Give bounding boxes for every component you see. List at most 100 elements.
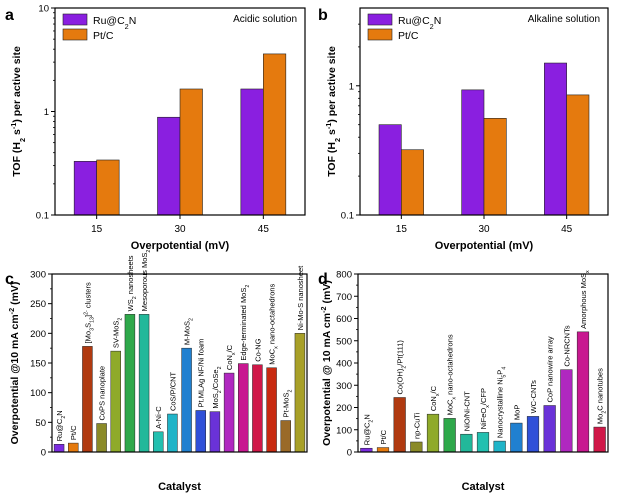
bar-label: Mo2C nanotubes <box>596 368 608 424</box>
bar-d-1 <box>376 447 390 453</box>
bar-label: CoP nanowire array <box>546 336 555 402</box>
legend-label-part: Pt/C <box>93 30 114 42</box>
bar-c-14 <box>252 364 263 453</box>
bar-label-part: x <box>585 270 591 273</box>
bar-a-0-0 <box>73 161 97 216</box>
bar-label-part: M-MoS <box>183 321 192 345</box>
bar-d-6 <box>460 433 473 453</box>
bar-label: [Mo3S13]2- clusters <box>83 282 95 343</box>
bar-d-9 <box>510 422 523 453</box>
bar-d-5 <box>443 418 456 453</box>
bar-d-14 <box>593 426 606 453</box>
panel-letter: b <box>318 7 328 24</box>
y-axis-label-part: Overpotential @10 mA cm <box>9 314 21 444</box>
bar-label-part: Co-NG <box>253 338 262 362</box>
bar-label: NiO/Ni-CNT <box>462 391 471 431</box>
y-axis-label-part: ) per active site <box>11 46 23 123</box>
bar-b-1-1 <box>483 118 507 216</box>
y-axis-label: Overpotential @10 mA cm-2 (mV) <box>7 282 22 445</box>
y-axis-label: TOF (H2 s-1) per active site <box>324 46 342 177</box>
bar-label-part: MoP <box>512 405 521 420</box>
bar-c-6 <box>138 314 150 453</box>
bar-label-part: 2 <box>602 411 608 414</box>
bar-c-16 <box>280 420 291 453</box>
bar-label-part: Co-NRCNTs <box>562 325 571 367</box>
bar-c-11 <box>209 411 221 453</box>
bar-c-2 <box>82 346 93 453</box>
y-tick-label: 1 <box>44 107 49 118</box>
bar-label: CoPS nanoplate <box>98 366 107 421</box>
bar-label-part: /CoSe <box>211 369 220 390</box>
bar-label: Co(OH)2/Pt(111) <box>396 340 408 395</box>
bar-label: MoCx nano-octahedrons <box>446 334 458 415</box>
legend-label-part: N <box>434 15 442 27</box>
y-axis-label-part: s <box>326 129 338 138</box>
legend-label-part: N <box>129 15 137 27</box>
y-tick-label: 10 <box>38 4 49 15</box>
legend-label: Pt/C <box>398 30 419 42</box>
bar-label: CoS/P/CNT <box>168 371 177 411</box>
y-tick-label: 50 <box>35 418 46 429</box>
legend-label-part: Pt/C <box>398 30 419 42</box>
bar-d-12 <box>560 369 573 453</box>
bar-c-4 <box>110 350 121 453</box>
bar-label-part: 2- <box>83 310 89 315</box>
bar-c-8 <box>167 413 178 453</box>
y-tick-label: 0.1 <box>341 211 354 222</box>
y-axis-label-part: -1 <box>324 123 333 130</box>
bar-label: WS2 nanosheets <box>126 255 138 311</box>
bar-b-0-2 <box>544 62 567 216</box>
y-tick-label: 200 <box>30 329 46 340</box>
bar-label-part: Pt.MLAg NF/Ni foam <box>197 339 206 408</box>
bar-d-11 <box>543 405 556 453</box>
bar-c-12 <box>223 372 235 453</box>
panel-letter: d <box>318 271 328 288</box>
bar-label: CoNx/C <box>429 385 441 411</box>
bar-c-1 <box>68 442 79 453</box>
x-tick-label: 15 <box>396 224 408 235</box>
bar-label-part: NiFeO <box>479 408 488 430</box>
bar-label: M-MoS2 <box>183 318 195 345</box>
bar-label-part: 2 <box>61 416 67 419</box>
x-axis-label: Catalyst <box>158 481 201 493</box>
bar-label-part: SV-MoS <box>112 321 121 349</box>
bar-label: Ru@C2N <box>55 410 67 441</box>
legend-label: Ru@C2N <box>93 15 136 31</box>
y-axis-label-part: 2 <box>18 138 27 142</box>
y-tick-label: 200 <box>336 403 352 414</box>
annotation: Acidic solution <box>233 14 297 25</box>
axes-frame <box>359 7 609 216</box>
y-axis-label-part: (mV) <box>321 280 333 306</box>
bar-label-part: Pt/C <box>379 429 388 444</box>
y-axis-label-part: s <box>11 129 23 138</box>
bar-label: Amorphous MoSx <box>579 270 591 329</box>
bar-label: Edge-terminated MoS2 <box>239 285 251 361</box>
bar-d-10 <box>526 416 540 453</box>
bar-label: Co-NRCNTs <box>562 325 571 367</box>
bar-label-part: A-Ni-C <box>154 406 163 429</box>
bar-d-3 <box>410 441 423 453</box>
bar-c-9 <box>181 347 192 453</box>
bar-label-part: Ni-Mo-S nanosheet <box>296 265 305 331</box>
bar-label-part: Edge-terminated MoS <box>239 288 248 361</box>
bar-label: Pt/C <box>379 429 388 444</box>
bar-label: MoS2/CoSe2 <box>211 366 223 408</box>
x-tick-label: 15 <box>91 224 103 235</box>
x-tick-label: 30 <box>478 224 490 235</box>
legend-label-part: 2 <box>125 22 129 31</box>
bar-label-part: MoS <box>211 393 220 408</box>
bar-label: SV-MoS2 <box>112 318 124 349</box>
legend-swatch <box>367 28 393 41</box>
legend-swatch <box>367 13 393 26</box>
bar-c-15 <box>266 367 277 453</box>
bar-label-part: WC-CNTs <box>529 380 538 414</box>
bar-label-part: 2 <box>217 366 223 369</box>
bar-label-part: CoP nanowire array <box>546 336 555 402</box>
bar-label-part: N <box>362 414 371 419</box>
bar-label: CoNx/C <box>225 344 237 370</box>
bar-label-part: Co(OH) <box>396 368 405 394</box>
panel-d: dRu@C2NPt/CCo(OH)2/Pt(111)np-CuTiCoNx/CM… <box>318 270 609 493</box>
